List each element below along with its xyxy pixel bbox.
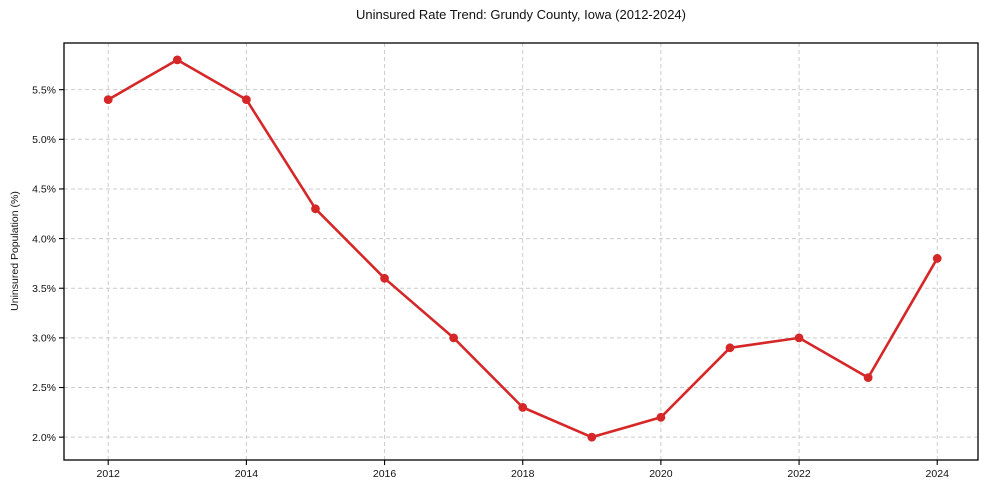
data-point [241,95,251,104]
x-tick-label: 2016 [373,468,397,480]
data-point [449,333,459,343]
x-tick-label: 2024 [926,468,950,480]
data-point [172,55,182,65]
data-point [794,333,804,343]
data-point [932,254,942,263]
data-point [380,273,389,283]
data-point [518,402,528,412]
data-point [725,343,735,353]
x-tick-label: 2020 [649,468,673,480]
data-point [103,95,113,104]
y-tick-label: 2.5% [32,382,56,394]
plot-border [63,42,979,461]
y-tick-label: 2.0% [32,432,56,444]
x-tick-label: 2014 [235,468,259,480]
y-tick-label: 5.0% [32,134,56,146]
data-point [311,204,320,214]
x-tick-label: 2018 [511,468,535,480]
chart-title: Uninsured Rate Trend: Grundy County, Iow… [356,7,686,22]
x-tick-label: 2012 [97,468,121,480]
data-point [863,373,873,382]
y-tick-label: 3.0% [32,333,56,345]
data-point [587,432,597,442]
y-tick-label: 4.5% [32,184,56,196]
y-tick-label: 3.5% [32,283,56,295]
y-tick-label: 4.0% [32,233,56,245]
data-point [656,412,666,422]
y-tick-label: 5.5% [32,84,56,96]
x-tick-label: 2022 [787,468,811,480]
